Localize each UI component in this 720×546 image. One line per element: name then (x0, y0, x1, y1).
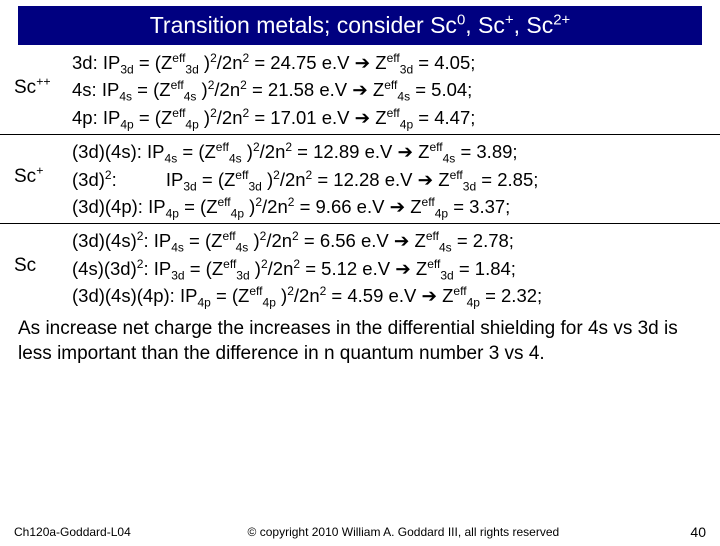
slide-title: Transition metals; consider Sc0, Sc+, Sc… (18, 6, 702, 45)
equation-line: (4s)(3d)2: IP3d = (Zeff3d )2/2n2 = 5.12 … (72, 255, 706, 282)
footer: Ch120a-Goddard-L04 © copyright 2010 Will… (0, 524, 720, 540)
equation-line: 3d: IP3d = (Zeff3d )2/2n2 = 24.75 e.V ➔ … (72, 49, 706, 76)
arrow-icon: ➔ (352, 79, 368, 100)
arrow-icon: ➔ (394, 230, 410, 251)
section-divider (0, 134, 720, 135)
equation-line: 4p: IP4p = (Zeff4p )2/2n2 = 17.01 e.V ➔ … (72, 104, 706, 131)
ion-section: Sc(3d)(4s)2: IP4s = (Zeff4s )2/2n2 = 6.5… (0, 225, 720, 311)
equation-group: (3d)(4s)2: IP4s = (Zeff4s )2/2n2 = 6.56 … (72, 227, 706, 309)
page-number: 40 (676, 524, 706, 540)
arrow-icon: ➔ (355, 52, 371, 73)
equation-line: (3d)2: IP3d = (Zeff3d )2/2n2 = 12.28 e.V… (72, 166, 706, 193)
arrow-icon: ➔ (395, 258, 411, 279)
ion-label: Sc+ (14, 138, 72, 188)
ion-section: Sc+(3d)(4s): IP4s = (Zeff4s )2/2n2 = 12.… (0, 136, 720, 222)
arrow-icon: ➔ (355, 107, 371, 128)
equation-line: (3d)(4s)2: IP4s = (Zeff4s )2/2n2 = 6.56 … (72, 227, 706, 254)
ion-label: Sc++ (14, 49, 72, 99)
ion-section: Sc++3d: IP3d = (Zeff3d )2/2n2 = 24.75 e.… (0, 47, 720, 133)
equation-line: (3d)(4p): IP4p = (Zeff4p )2/2n2 = 9.66 e… (72, 193, 706, 220)
summary-text: As increase net charge the increases in … (0, 311, 720, 366)
arrow-icon: ➔ (390, 196, 406, 217)
ion-label: Sc (14, 227, 72, 277)
arrow-icon: ➔ (397, 141, 413, 162)
equation-group: 3d: IP3d = (Zeff3d )2/2n2 = 24.75 e.V ➔ … (72, 49, 706, 131)
equation-line: (3d)(4s)(4p): IP4p = (Zeff4p )2/2n2 = 4.… (72, 282, 706, 309)
arrow-icon: ➔ (418, 169, 434, 190)
footer-left: Ch120a-Goddard-L04 (14, 525, 131, 539)
equation-group: (3d)(4s): IP4s = (Zeff4s )2/2n2 = 12.89 … (72, 138, 706, 220)
footer-copyright: © copyright 2010 William A. Goddard III,… (131, 525, 676, 539)
equation-line: 4s: IP4s = (Zeff4s )2/2n2 = 21.58 e.V ➔ … (72, 76, 706, 103)
equation-line: (3d)(4s): IP4s = (Zeff4s )2/2n2 = 12.89 … (72, 138, 706, 165)
arrow-icon: ➔ (421, 285, 437, 306)
section-divider (0, 223, 720, 224)
